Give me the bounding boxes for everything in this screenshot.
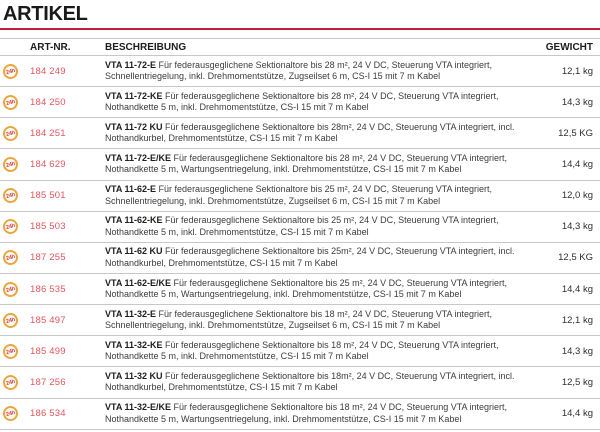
article-number-link[interactable]: 184 249 [30, 65, 66, 77]
column-header-art-nr: ART-NR. [30, 41, 71, 53]
article-number-link[interactable]: 186 535 [30, 283, 66, 295]
table-row: 24h 187 255 VTA 11-62 KU Für federausgeg… [0, 243, 600, 274]
table-row: 24h 185 499 VTA 11-32-KE Für federausgeg… [0, 336, 600, 368]
article-weight: 14,3 kg [561, 96, 593, 108]
article-name: VTA 11-62-E/KE [105, 277, 172, 288]
article-weight: 12,1 kg [561, 314, 593, 326]
article-number-link[interactable]: 184 629 [30, 158, 66, 170]
article-weight: 12,5 kg [561, 376, 593, 388]
article-description-text: Für federausgeglichene Sektionaltore bis… [105, 308, 493, 331]
article-number-link[interactable]: 185 497 [30, 314, 66, 326]
article-description-text: Für federausgeglichene Sektionaltore bis… [105, 215, 499, 237]
article-description: VTA 11-32-E/KE Für federausgeglichene Se… [100, 402, 534, 425]
table-body: 24h 184 249 VTA 11-72-E Für federausgegl… [0, 56, 600, 430]
article-description: VTA 11-32-E Für federausgeglichene Sekti… [100, 309, 534, 332]
article-description-text: Für federausgeglichene Sektionaltore bis… [105, 246, 515, 268]
article-number-link[interactable]: 186 534 [30, 408, 66, 420]
article-weight: 14,3 kg [561, 221, 593, 233]
article-description-text: Für federausgeglichene Sektionaltore bis… [105, 59, 493, 82]
title-rule [0, 28, 600, 30]
article-description-text: Für federausgeglichene Sektionaltore bis… [105, 184, 493, 206]
article-description: VTA 11-62-E/KE Für federausgeglichene Se… [100, 278, 534, 301]
article-description-text: Für federausgeglichene Sektionaltore bis… [105, 339, 499, 362]
table-row: 24h 186 534 VTA 11-32-E/KE Für federausg… [0, 399, 600, 430]
24h-delivery-icon: 24h [1, 404, 20, 423]
article-number-link[interactable]: 187 256 [30, 376, 66, 388]
table-row: 24h 184 629 VTA 11-72-E/KE Für federausg… [0, 149, 600, 181]
article-description-text: Für federausgeglichene Sektionaltore bis… [105, 90, 499, 113]
article-description: VTA 11-62-E Für federausgeglichene Sekti… [100, 184, 534, 207]
article-weight: 14,4 kg [561, 283, 593, 295]
article-name: VTA 11-32-KE [105, 339, 163, 350]
24h-delivery-icon: 24h [1, 311, 20, 330]
artikel-table: ART-NR. BESCHREIBUNG GEWICHT 24h 184 249… [0, 38, 600, 430]
article-name: VTA 11-72-KE [105, 90, 163, 101]
article-weight: 12,5 KG [558, 252, 593, 264]
article-number-link[interactable]: 185 499 [30, 345, 66, 357]
table-row: 24h 184 251 VTA 11-72 KU Für federausgeg… [0, 118, 600, 150]
column-header-beschreibung: BESCHREIBUNG [105, 41, 187, 53]
table-row: 24h 184 249 VTA 11-72-E Für federausgegl… [0, 56, 600, 88]
table-row: 24h 185 501 VTA 11-62-E Für federausgegl… [0, 181, 600, 212]
column-header-gewicht: GEWICHT [545, 41, 593, 53]
24h-delivery-icon: 24h [1, 248, 20, 267]
article-number-link[interactable]: 184 251 [30, 127, 66, 139]
article-number-link[interactable]: 187 255 [30, 252, 66, 264]
article-name: VTA 11-72-E [105, 59, 157, 70]
24h-delivery-icon: 24h [1, 186, 20, 205]
article-name: VTA 11-32-E [105, 308, 157, 319]
article-name: VTA 11-62-KE [105, 215, 163, 226]
article-description-text: Für federausgeglichene Sektionaltore bis… [105, 121, 515, 144]
24h-delivery-icon: 24h [1, 93, 20, 112]
article-weight: 14,4 kg [561, 158, 593, 170]
table-row: 24h 187 256 VTA 11-32 KU Für federausgeg… [0, 367, 600, 399]
table-header-row: ART-NR. BESCHREIBUNG GEWICHT [0, 38, 600, 56]
article-description: VTA 11-72-E/KE Für federausgeglichene Se… [100, 153, 534, 176]
table-row: 24h 184 250 VTA 11-72-KE Für federausgeg… [0, 87, 600, 119]
article-description: VTA 11-32 KU Für federausgeglichene Sekt… [100, 371, 534, 394]
article-weight: 14,3 kg [561, 345, 593, 357]
article-description: VTA 11-72-KE Für federausgeglichene Sekt… [100, 91, 534, 114]
article-number-link[interactable]: 185 501 [30, 190, 66, 202]
article-description-text: Für federausgeglichene Sektionaltore bis… [105, 152, 508, 175]
article-name: VTA 11-72-E/KE [105, 152, 172, 163]
24h-delivery-icon: 24h [1, 373, 20, 392]
table-row: 24h 185 497 VTA 11-32-E Für federausgegl… [0, 305, 600, 337]
article-description: VTA 11-32-KE Für federausgeglichene Sekt… [100, 340, 534, 363]
article-weight: 12,5 KG [558, 127, 593, 139]
article-description-text: Für federausgeglichene Sektionaltore bis… [105, 277, 508, 300]
24h-delivery-icon: 24h [1, 279, 20, 299]
article-number-link[interactable]: 185 503 [30, 221, 66, 233]
article-weight: 12,1 kg [561, 65, 593, 77]
article-name: VTA 11-32-E/KE [105, 402, 172, 413]
article-description: VTA 11-62-KE Für federausgeglichene Sekt… [100, 215, 534, 238]
article-description-text: Für federausgeglichene Sektionaltore bis… [105, 370, 515, 393]
24h-delivery-icon: 24h [1, 124, 20, 143]
24h-delivery-icon: 24h [1, 155, 20, 174]
article-weight: 12,0 kg [561, 190, 593, 202]
article-description: VTA 11-72 KU Für federausgeglichene Sekt… [100, 122, 534, 145]
article-name: VTA 11-62 KU [105, 246, 163, 257]
24h-delivery-icon: 24h [1, 217, 20, 236]
article-name: VTA 11-62-E [105, 184, 157, 195]
article-number-link[interactable]: 184 250 [30, 96, 66, 108]
article-description: VTA 11-62 KU Für federausgeglichene Sekt… [100, 246, 534, 269]
article-description: VTA 11-72-E Für federausgeglichene Sekti… [100, 60, 534, 83]
article-name: VTA 11-32 KU [105, 370, 163, 381]
page-title: ARTIKEL [3, 3, 88, 25]
table-row: 24h 186 535 VTA 11-62-E/KE Für federausg… [0, 274, 600, 306]
article-name: VTA 11-72 KU [105, 121, 163, 132]
table-row: 24h 185 503 VTA 11-62-KE Für federausgeg… [0, 212, 600, 243]
24h-delivery-icon: 24h [1, 61, 20, 81]
article-weight: 14,4 kg [561, 408, 593, 420]
24h-delivery-icon: 24h [1, 342, 20, 361]
article-description-text: Für federausgeglichene Sektionaltore bis… [105, 402, 508, 424]
